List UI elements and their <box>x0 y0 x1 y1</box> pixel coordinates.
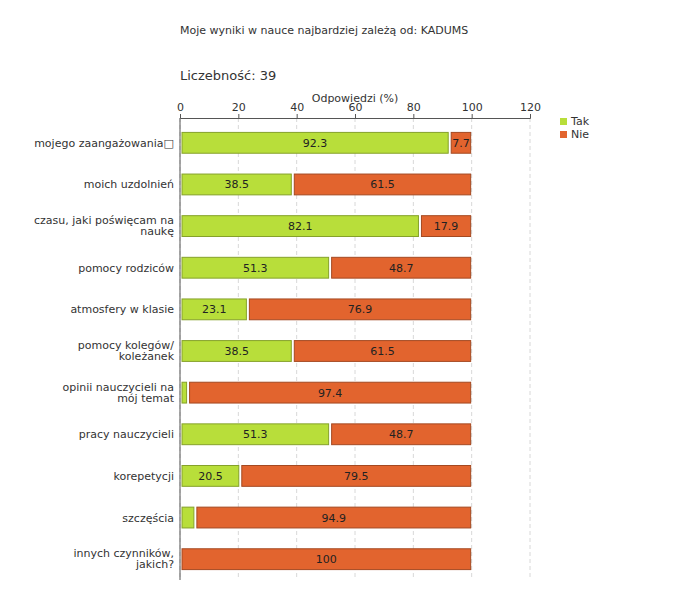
data-label: 51.3 <box>243 428 268 441</box>
tick: 120 <box>520 101 541 118</box>
tick-mark <box>413 114 414 118</box>
chart: Moje wyniki w nauce najbardziej zależą o… <box>0 0 680 600</box>
grid-line <box>530 118 531 580</box>
data-label: 100 <box>316 553 337 566</box>
data-label: 61.5 <box>370 345 395 358</box>
data-label: 48.7 <box>389 428 414 441</box>
tick: 100 <box>462 101 483 118</box>
tick: 20 <box>232 101 246 118</box>
grid-line <box>180 118 181 580</box>
bars <box>182 132 471 569</box>
data-label: 38.5 <box>224 345 249 358</box>
grid <box>180 118 530 580</box>
data-label: 61.5 <box>370 178 395 191</box>
data-label: 7.7 <box>452 137 470 150</box>
category-label: korepetycji <box>114 470 175 483</box>
bar <box>182 466 239 487</box>
tick-mark <box>472 114 473 118</box>
category-label: innych czynników,jakich? <box>73 547 174 571</box>
bar <box>182 549 471 570</box>
category-labels: mojego zaangażowania□ moich uzdolnień czas… <box>34 137 175 571</box>
data-label: 79.5 <box>344 470 369 483</box>
data-label: 82.1 <box>288 220 313 233</box>
axis-line <box>181 114 531 119</box>
bar <box>182 382 187 403</box>
bar <box>182 132 448 153</box>
tick-mark <box>530 114 531 118</box>
bar <box>182 341 291 362</box>
bar <box>197 507 471 528</box>
data-label: 76.9 <box>348 303 373 316</box>
legend-item: Nie <box>560 128 589 141</box>
tick: 0 <box>177 101 184 118</box>
data-label: 94.9 <box>322 512 347 525</box>
data-label: 20.5 <box>198 470 223 483</box>
legend-label: Nie <box>571 128 589 141</box>
tick-mark <box>238 114 239 118</box>
tick-label: 100 <box>462 101 483 114</box>
tick: 80 <box>407 101 421 118</box>
bar <box>294 174 470 195</box>
category-label: pomocy rodziców <box>78 262 174 275</box>
y-axis-line <box>180 118 181 580</box>
bar <box>182 299 246 320</box>
title: Moje wyniki w nauce najbardziej zależą o… <box>180 24 468 37</box>
data-labels: 92.3 38.5 82.1 51.3 23.1 38.5 51.3 20.5 7.7 61.5 1… <box>198 137 470 566</box>
data-label: 97.4 <box>318 387 343 400</box>
category-label: szczęścia <box>122 512 174 525</box>
tick-mark <box>355 114 356 118</box>
category-label: pomocy kolegów/koleżanek <box>78 339 175 363</box>
bar <box>182 257 329 278</box>
tick-label: 120 <box>520 101 541 114</box>
data-label: 92.3 <box>303 137 328 150</box>
category-label: moich uzdolnień <box>84 178 174 191</box>
data-label: 48.7 <box>389 262 414 275</box>
tick-label: 80 <box>407 101 421 114</box>
bar <box>190 382 471 403</box>
bar <box>294 341 470 362</box>
tick-label: 40 <box>290 101 304 114</box>
category-label: czasu, jaki poświęcam nanaukę <box>34 214 174 238</box>
tick-mark <box>180 114 181 118</box>
legend-swatch <box>560 118 567 125</box>
category-label: opinii nauczycieli namój temat <box>62 381 174 405</box>
legend-label: Tak <box>570 115 590 128</box>
grid-line <box>471 118 472 580</box>
bar <box>332 257 471 278</box>
bar <box>182 174 291 195</box>
bar <box>332 424 471 445</box>
bar <box>182 424 329 445</box>
tick-label: 20 <box>232 101 246 114</box>
tick: 40 <box>290 101 304 118</box>
tick-mark <box>297 114 298 118</box>
bar <box>182 507 194 528</box>
bar <box>249 299 470 320</box>
tick-label: 0 <box>177 101 184 114</box>
bar <box>451 132 470 153</box>
data-label: 38.5 <box>224 178 249 191</box>
category-label: atmosfery w klasie <box>70 303 174 316</box>
subtitle: Liczebność: 39 <box>180 68 276 83</box>
category-label: mojego zaangażowania□ <box>34 137 174 150</box>
bar <box>182 216 418 237</box>
legend-item: Tak <box>560 115 590 128</box>
data-label: 51.3 <box>243 262 268 275</box>
data-label: 23.1 <box>202 303 227 316</box>
axis-title: Odpowiedzi (%) <box>312 92 399 105</box>
legend-swatch <box>560 131 567 138</box>
bar <box>242 466 471 487</box>
data-label: 17.9 <box>434 220 459 233</box>
category-label: pracy nauczycieli <box>79 428 174 441</box>
bar <box>421 216 470 237</box>
legend: TakNie <box>560 115 590 141</box>
